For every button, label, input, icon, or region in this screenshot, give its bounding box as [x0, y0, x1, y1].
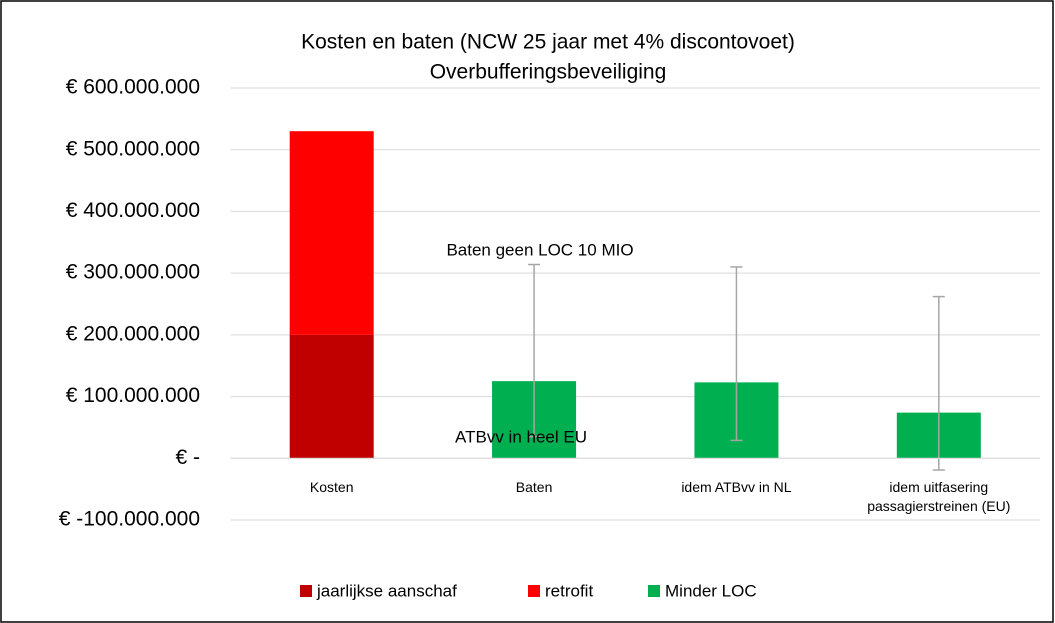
bar	[289, 334, 374, 459]
legend-swatch	[528, 585, 540, 597]
x-tick-label: Baten	[515, 479, 553, 496]
bar	[289, 131, 374, 335]
x-tick-label-box: Baten	[515, 479, 553, 496]
annotation: ATBvv in heel EU	[455, 427, 587, 446]
y-tick-label: € 600.000.000	[66, 76, 200, 99]
x-tick-label: idem ATBvv in NL	[681, 479, 792, 496]
legend-label: Minder LOC	[665, 581, 757, 600]
y-tick-label: € 300.000.000	[66, 261, 200, 284]
y-tick-label: € 100.000.000	[66, 384, 200, 407]
x-tick-label-box: idem uitfasering passagierstreinen (EU)	[867, 479, 1011, 515]
legend-swatch	[300, 585, 312, 597]
annotation: Baten geen LOC 10 MIO	[446, 240, 633, 259]
y-tick-label: € 200.000.000	[66, 322, 200, 345]
legend-label: retrofit	[545, 581, 593, 600]
x-tick-label-box: Kosten	[309, 479, 354, 496]
legend-swatch	[648, 585, 660, 597]
x-tick-label-box: idem ATBvv in NL	[681, 479, 792, 496]
chart-subtitle: Overbufferingsbeveiliging	[430, 61, 667, 84]
legend-label: jaarlijkse aanschaf	[316, 581, 457, 600]
y-tick-label: € -100.000.000	[59, 508, 200, 531]
y-tick-label: € -	[175, 446, 200, 469]
x-tick-label: idem uitfasering passagierstreinen (EU)	[867, 479, 1011, 515]
y-tick-label: € 500.000.000	[66, 137, 200, 160]
y-tick-label: € 400.000.000	[66, 199, 200, 222]
x-tick-label: Kosten	[309, 479, 354, 496]
chart-title: Kosten en baten (NCW 25 jaar met 4% disc…	[301, 31, 795, 54]
